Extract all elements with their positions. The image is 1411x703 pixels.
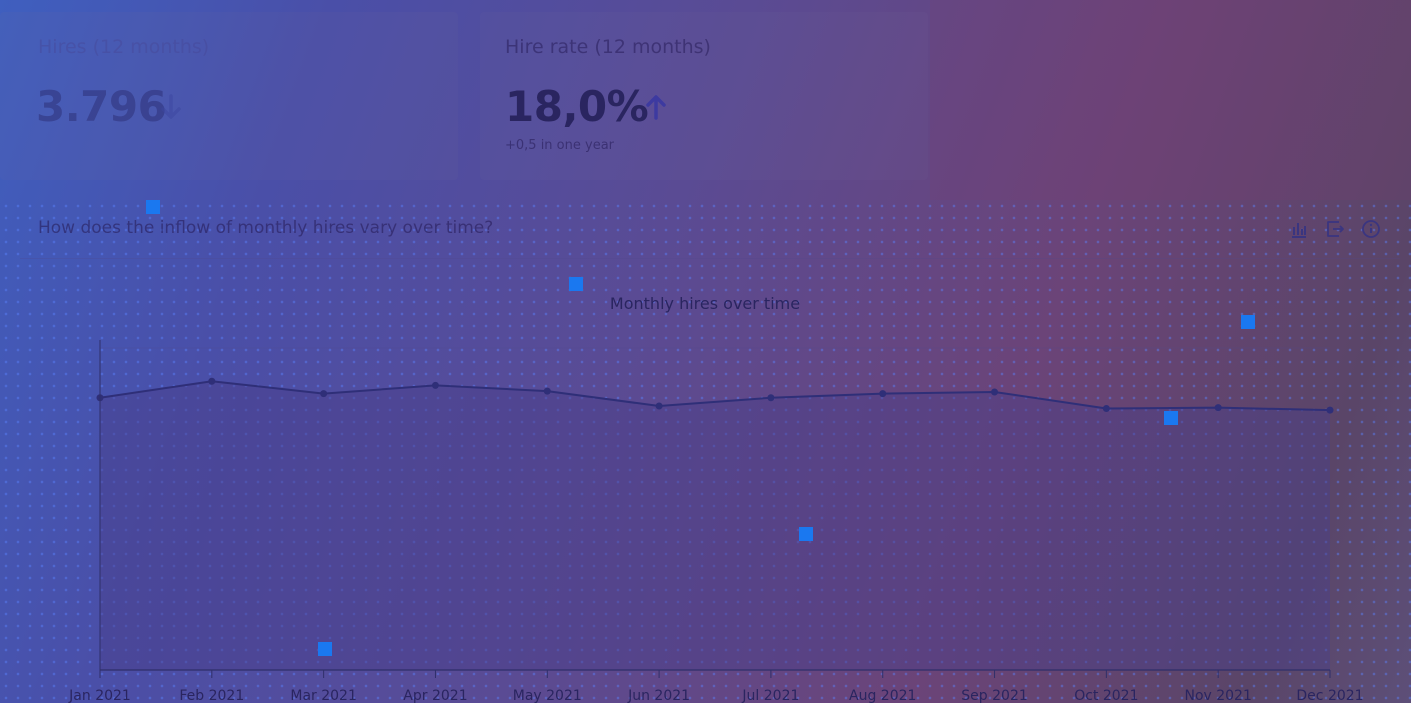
x-tick-label: Jan 2021 [68, 688, 131, 703]
kpi-card-hire-rate[interactable]: Hire rate (12 months) 18,0% +0,5 in one … [480, 12, 928, 180]
chart-title: Monthly hires over time [609, 294, 801, 313]
data-point [1214, 404, 1222, 412]
x-tick-label: Jul 2021 [741, 688, 799, 703]
x-tick-label: Dec 2021 [1296, 688, 1363, 703]
x-tick-label: Sep 2021 [961, 688, 1027, 703]
export-icon[interactable] [1324, 218, 1346, 240]
bar-chart-icon[interactable] [1288, 218, 1310, 240]
x-tick-label: Aug 2021 [849, 688, 916, 703]
x-tick-label: Oct 2021 [1074, 688, 1138, 703]
chart-toolbar [1288, 218, 1384, 242]
x-tick-label: Mar 2021 [290, 688, 357, 703]
data-point [320, 390, 328, 398]
section-divider [20, 258, 1400, 259]
data-point [1326, 406, 1334, 414]
x-tick-label: May 2021 [513, 688, 582, 703]
highlight-marker [799, 527, 813, 541]
kpi-title: Hires (12 months) [38, 36, 210, 58]
data-point [767, 394, 775, 402]
arrow-up-icon [646, 95, 666, 120]
kpi-card-hires[interactable]: Hires (12 months) 3.796 [0, 12, 458, 180]
data-point [431, 381, 439, 389]
data-point [991, 388, 999, 396]
info-icon[interactable] [1360, 218, 1382, 240]
arrow-down-icon [161, 94, 181, 119]
data-point [655, 402, 663, 410]
data-point [543, 387, 551, 395]
highlight-marker [146, 200, 160, 214]
highlight-marker [318, 642, 332, 656]
data-point [879, 390, 887, 398]
header-band [930, 0, 1411, 200]
data-point [1102, 404, 1110, 412]
x-tick-label: Jun 2021 [627, 688, 690, 703]
series-line [99, 380, 1331, 412]
chart-question: How does the inflow of monthly hires var… [38, 218, 494, 238]
kpi-title: Hire rate (12 months) [505, 36, 711, 58]
highlight-marker [1164, 411, 1178, 425]
data-point [208, 377, 216, 385]
x-tick-label: Apr 2021 [403, 688, 467, 703]
x-tick-label: Nov 2021 [1184, 688, 1251, 703]
series-area [100, 381, 1330, 670]
kpi-subtext: +0,5 in one year [505, 138, 615, 153]
kpi-value: 3.796 [36, 82, 167, 131]
kpi-value: 18,0% [505, 82, 649, 131]
highlight-marker [1241, 315, 1255, 329]
highlight-marker [569, 277, 583, 291]
x-tick-label: Feb 2021 [179, 688, 244, 703]
